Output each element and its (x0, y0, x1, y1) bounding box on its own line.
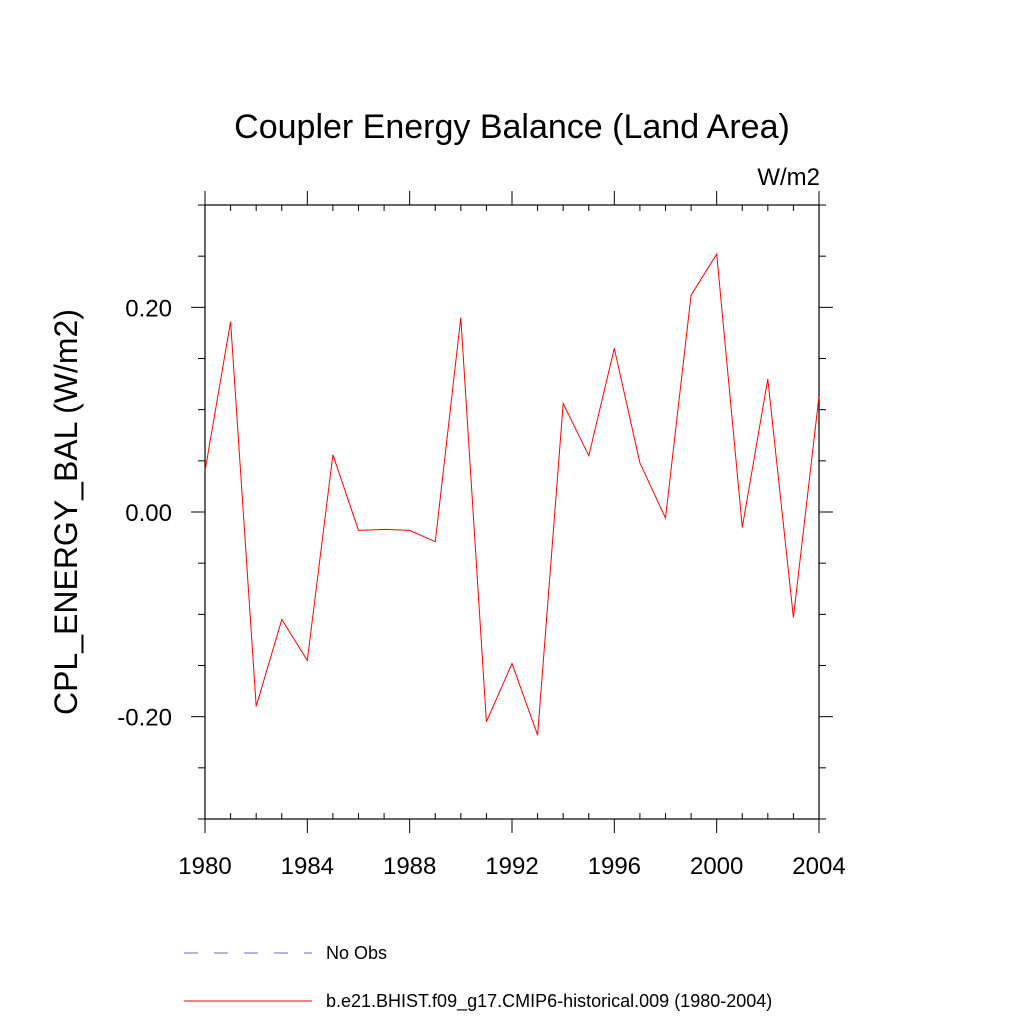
legend-label: b.e21.BHIST.f09_g17.CMIP6-historical.009… (326, 991, 772, 1012)
units-label: W/m2 (757, 164, 820, 191)
chart-title: Coupler Energy Balance (Land Area) (234, 108, 790, 146)
x-tick-label: 1980 (178, 853, 231, 880)
legend-label: No Obs (326, 943, 387, 963)
y-tick-label: -0.20 (117, 705, 172, 732)
x-tick-label: 1988 (383, 853, 436, 880)
series-line (204, 252, 820, 736)
y-tick-label: 0.00 (125, 500, 172, 527)
series-group (204, 252, 820, 736)
y-axis-label: CPL_ENERGY_BAL (W/m2) (48, 309, 84, 715)
x-tick-label: 2004 (792, 853, 845, 880)
x-tick-label: 1992 (485, 853, 538, 880)
y-tick-label: 0.20 (125, 295, 172, 322)
x-tick-label: 1984 (281, 853, 334, 880)
plot-frame (204, 204, 820, 820)
x-tick-label: 1996 (588, 853, 641, 880)
tick-marks (191, 191, 833, 833)
x-tick-label: 2000 (690, 853, 743, 880)
legend: No Obs b.e21.BHIST.f09_g17.CMIP6-historic… (184, 943, 772, 1012)
x-tick-labels: 1980 1984 1988 1992 1996 2000 2004 (178, 853, 845, 880)
y-tick-labels: 0.20 0.00 -0.20 (117, 295, 172, 731)
